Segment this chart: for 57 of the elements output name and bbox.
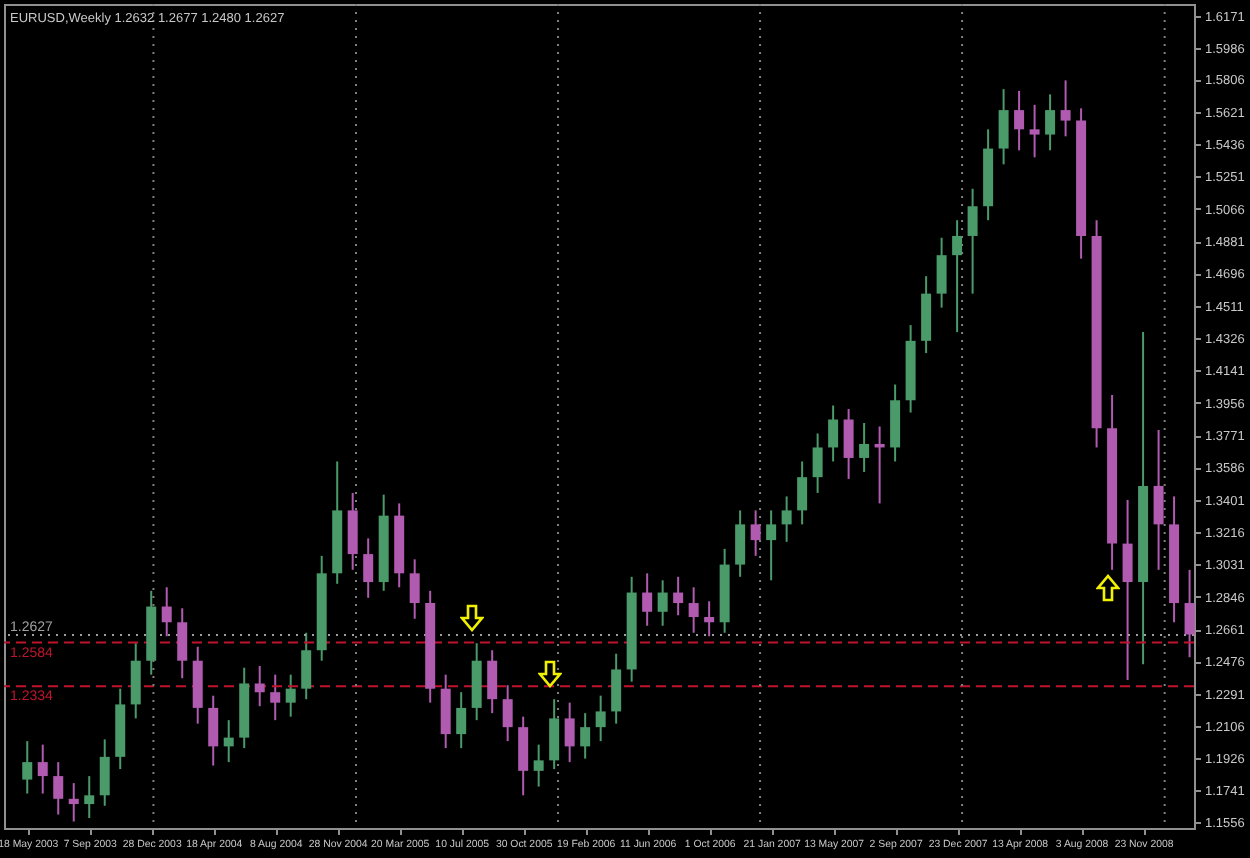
candlestick — [1122, 498, 1133, 681]
candlestick — [1153, 428, 1164, 571]
candlestick — [471, 642, 482, 722]
candlestick — [750, 509, 761, 557]
candlestick — [673, 575, 684, 617]
candlestick — [285, 673, 296, 718]
candlestick — [53, 761, 64, 816]
candlestick — [223, 719, 234, 764]
candlestick — [921, 275, 932, 355]
candlestick — [890, 383, 901, 463]
candlestick — [440, 673, 451, 750]
candlestick — [68, 782, 79, 823]
candlestick — [192, 645, 203, 725]
candlestick — [22, 740, 33, 795]
candlestick — [208, 694, 219, 767]
candlestick — [347, 491, 358, 571]
candlestick — [1060, 79, 1071, 138]
candlestick — [564, 701, 575, 764]
candlestick — [781, 495, 792, 543]
candlestick — [859, 421, 870, 473]
candlestick — [657, 579, 668, 627]
candlestick — [99, 738, 110, 807]
candlestick — [84, 775, 95, 820]
candlestick — [998, 88, 1009, 166]
candlestick — [254, 664, 265, 708]
candlestick — [130, 642, 141, 720]
candlestick — [843, 408, 854, 480]
candlestick — [487, 649, 498, 715]
candlestick — [580, 712, 591, 760]
candlestick — [363, 537, 374, 599]
candlestick — [502, 684, 513, 743]
candlestick — [812, 432, 823, 494]
candlestick — [301, 631, 312, 701]
candlestick — [161, 586, 172, 638]
candlestick — [177, 607, 188, 680]
candlestick — [611, 652, 622, 725]
candlestick — [735, 509, 746, 578]
candlestick — [1029, 103, 1040, 159]
candlestick — [828, 404, 839, 463]
candlestick — [642, 572, 653, 627]
candlestick — [952, 219, 963, 334]
candlestick — [595, 694, 606, 743]
candlestick — [270, 673, 281, 722]
candlestick — [936, 236, 947, 309]
candlestick — [688, 586, 699, 634]
candlestick — [967, 187, 978, 295]
candlestick — [797, 460, 808, 526]
candlestick — [766, 509, 777, 582]
candlestick — [533, 743, 544, 788]
candlestick — [409, 558, 420, 620]
candlestick — [549, 698, 560, 771]
candlestick — [518, 715, 529, 797]
candlestick — [704, 600, 715, 638]
candlestick — [37, 743, 48, 795]
candlestick — [1045, 93, 1056, 152]
candlestick — [456, 691, 467, 750]
candlestick — [1014, 89, 1025, 152]
